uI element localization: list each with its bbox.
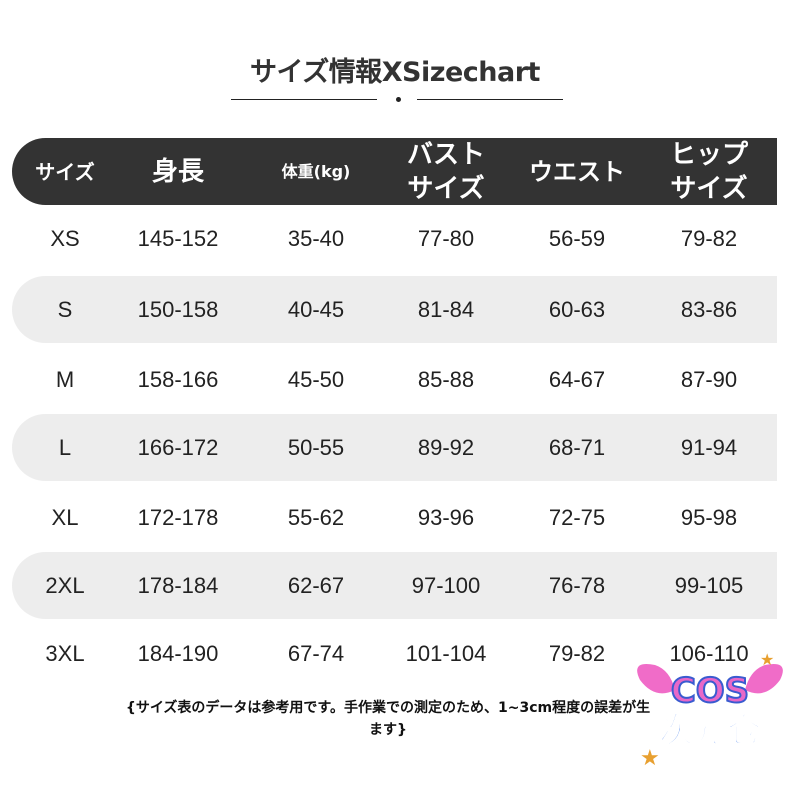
- table-cell: 93-96: [417, 504, 475, 530]
- table-cell: S: [57, 296, 73, 322]
- table-cell: 87-90: [680, 366, 738, 392]
- column-header: 身長: [151, 156, 205, 187]
- table-cell: 79-82: [548, 640, 606, 666]
- table-cell: 67-74: [287, 640, 345, 666]
- table-cell: 62-67: [287, 572, 345, 598]
- table-cell: 72-75: [548, 504, 606, 530]
- table-cell: 83-86: [680, 296, 738, 322]
- page-title: サイズ情報XSizechart: [250, 57, 540, 88]
- table-cell: M: [55, 366, 75, 392]
- table-cell: 150-158: [137, 296, 219, 322]
- table-cell: 3XL: [45, 640, 85, 666]
- wing-left-icon: [637, 664, 675, 694]
- table-cell: 50-55: [287, 434, 345, 460]
- column-header: ウエスト: [529, 157, 625, 186]
- table-cell: 56-59: [548, 225, 606, 251]
- cos-logo: COS 次元仓 ★ ★: [637, 650, 783, 770]
- table-cell: 64-67: [548, 366, 606, 392]
- table-row: M 158-166 45-50 85-88 64-67 87-90: [12, 346, 777, 413]
- table-cell: XL: [51, 504, 79, 530]
- table-cell: 101-104: [405, 640, 487, 666]
- table-cell: 178-184: [137, 572, 219, 598]
- table-cell: 45-50: [287, 366, 345, 392]
- table-cell: 99-105: [674, 572, 744, 598]
- disclaimer-note: {サイズ表のデータは参考用です。手作業での測定のため、1~3cm程度の誤差が生 …: [28, 697, 748, 741]
- table-row: XS 145-152 35-40 77-80 56-59 79-82: [12, 205, 777, 272]
- table-cell: XS: [50, 225, 80, 251]
- table-row: L 166-172 50-55 89-92 68-71 91-94: [12, 414, 777, 481]
- column-header: 体重(kg): [281, 161, 351, 181]
- logo-text-cos: COS: [671, 671, 749, 711]
- table-cell: 106-110: [669, 640, 749, 666]
- table-cell: 145-152: [137, 225, 219, 251]
- table-cell: L: [58, 434, 72, 460]
- table-cell: 55-62: [287, 504, 345, 530]
- table-row: S 150-158 40-45 81-84 60-63 83-86: [12, 276, 777, 343]
- table-cell: 97-100: [411, 572, 481, 598]
- divider-dot: [396, 97, 401, 102]
- table-cell: 184-190: [137, 640, 219, 666]
- note-line-1: {サイズ表のデータは参考用です。手作業での測定のため、1~3cm程度の誤差が生: [125, 700, 651, 716]
- column-header: バスト サイズ: [406, 139, 486, 204]
- divider-left: [231, 99, 377, 100]
- table-cell: 158-166: [137, 366, 219, 392]
- table-cell: 68-71: [548, 434, 606, 460]
- table-header: サイズ 身長 体重(kg) バスト サイズ ウエスト ヒップ サイズ: [12, 138, 777, 205]
- table-cell: 172-178: [137, 504, 219, 530]
- logo-text-cn: 次元仓: [659, 711, 762, 751]
- column-header: ヒップ サイズ: [669, 139, 749, 204]
- table-cell: 166-172: [137, 434, 219, 460]
- star-icon: ★: [640, 746, 660, 770]
- table-cell: 79-82: [680, 225, 738, 251]
- table-row: XL 172-178 55-62 93-96 72-75 95-98: [12, 484, 777, 551]
- note-line-2: ます}: [369, 722, 407, 738]
- table-cell: 81-84: [417, 296, 475, 322]
- column-header: サイズ: [35, 159, 95, 184]
- wing-right-icon: [745, 664, 783, 694]
- table-cell: 76-78: [548, 572, 606, 598]
- table-cell: 91-94: [680, 434, 738, 460]
- table-cell: 40-45: [287, 296, 345, 322]
- table-cell: 35-40: [287, 225, 345, 251]
- table-row: 3XL 184-190 67-74 101-104 79-82 106-110: [12, 620, 777, 687]
- table-cell: 95-98: [680, 504, 738, 530]
- table-row: 2XL 178-184 62-67 97-100 76-78 99-105: [12, 552, 777, 619]
- table-cell: 89-92: [417, 434, 475, 460]
- table-cell: 77-80: [417, 225, 475, 251]
- divider-right: [417, 99, 563, 100]
- table-cell: 85-88: [417, 366, 475, 392]
- table-cell: 60-63: [548, 296, 606, 322]
- table-cell: 2XL: [45, 572, 85, 598]
- star-icon: ★: [760, 650, 774, 669]
